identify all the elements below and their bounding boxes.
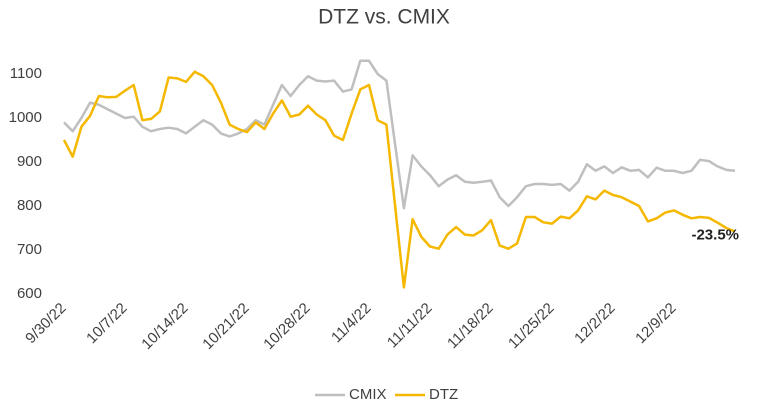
x-tick-label: 11/11/22 — [384, 300, 436, 352]
x-tick-label: 12/2/22 — [571, 300, 618, 347]
x-tick-label: 11/4/22 — [328, 300, 375, 347]
legend-label: CMIX — [349, 386, 387, 402]
x-tick-label: 11/18/22 — [444, 300, 497, 353]
y-tick-label: 800 — [17, 197, 42, 214]
legend-label: DTZ — [429, 386, 458, 402]
series-line — [62, 70, 736, 289]
x-tick-label: 12/9/22 — [632, 300, 679, 347]
annotation: -23.5% — [691, 226, 739, 243]
y-tick-label: 1100 — [10, 65, 42, 82]
x-tick-label: 10/21/22 — [199, 300, 252, 353]
series-line — [63, 59, 736, 210]
chart-title: DTZ vs. CMIX — [318, 6, 450, 29]
x-tick-label: 9/30/22 — [22, 300, 69, 347]
x-tick-label: 10/14/22 — [138, 300, 191, 353]
x-tick-label: 10/28/22 — [260, 300, 313, 353]
x-tick-label: 11/25/22 — [505, 300, 558, 353]
y-tick-label: 700 — [17, 241, 42, 258]
x-tick-label: 10/7/22 — [83, 300, 130, 347]
y-tick-label: 1000 — [9, 109, 42, 126]
y-tick-label: 600 — [17, 285, 42, 302]
y-tick-label: 900 — [17, 153, 42, 170]
